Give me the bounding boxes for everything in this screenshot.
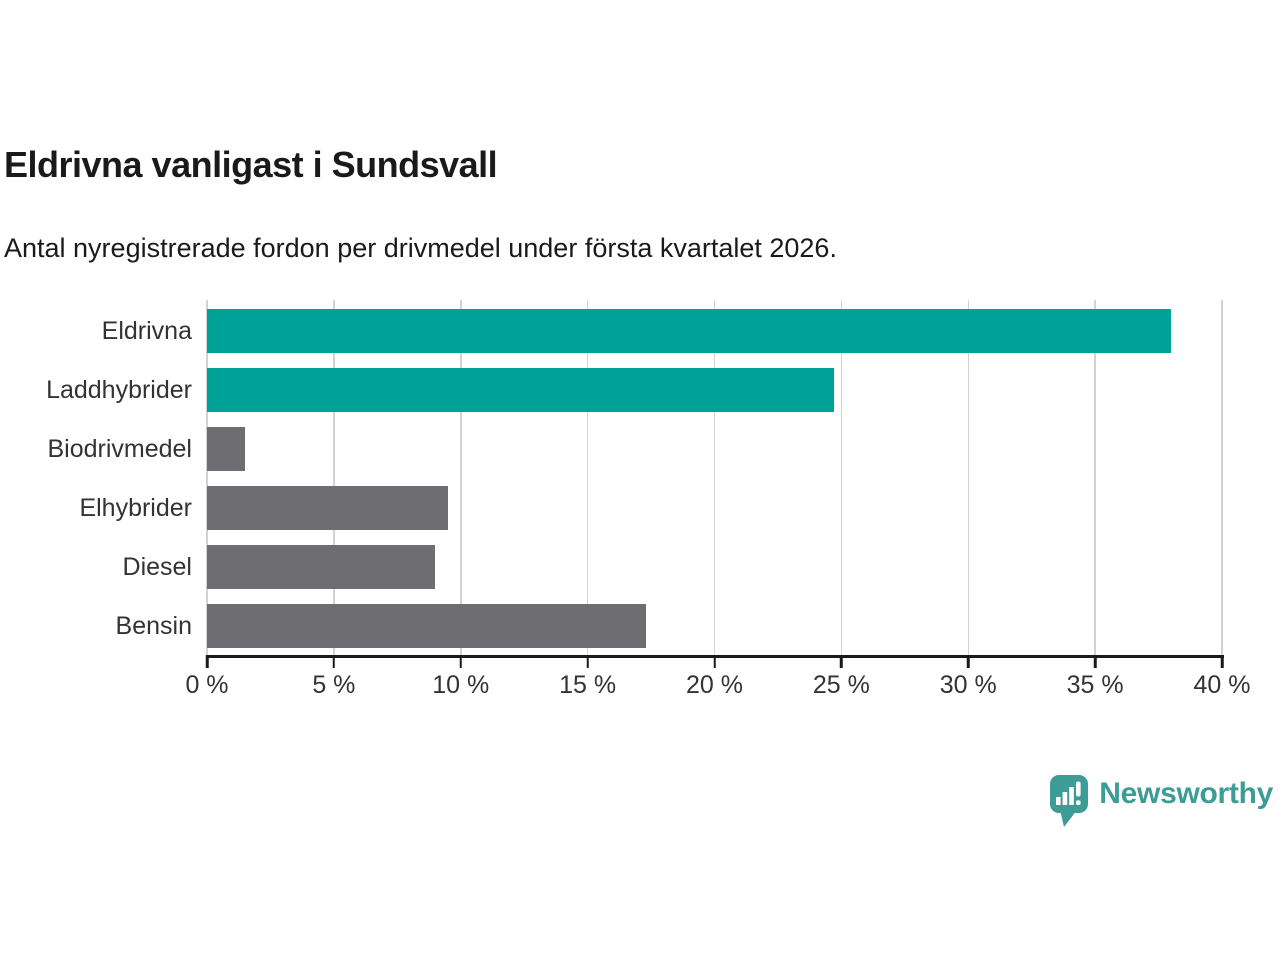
x-axis-tick xyxy=(713,655,716,668)
gridline xyxy=(460,300,462,655)
y-axis-label: Laddhybrider xyxy=(46,375,192,404)
x-axis-tick-label: 5 % xyxy=(312,671,356,699)
gridline xyxy=(1094,300,1096,655)
newsworthy-wordmark: Newsworthy xyxy=(1099,777,1273,810)
x-axis-tick xyxy=(967,655,970,668)
gridline xyxy=(840,300,843,655)
y-axis-label: Biodrivmedel xyxy=(47,434,192,463)
bar-diesel xyxy=(207,544,436,589)
x-axis-tick-label: 15 % xyxy=(559,671,617,699)
x-axis-tick xyxy=(586,655,589,668)
x-axis-tick xyxy=(332,655,336,668)
y-axis-label: Diesel xyxy=(122,552,192,581)
gridline xyxy=(206,300,208,655)
y-axis-label: Eldrivna xyxy=(101,317,192,345)
gridline xyxy=(713,300,716,655)
x-axis-tick-label: 10 % xyxy=(432,671,490,699)
gridline xyxy=(967,300,969,655)
newsworthy-logo: Newsworthy xyxy=(1050,775,1273,827)
gridline xyxy=(586,300,589,655)
bar-laddhybrider xyxy=(207,367,834,412)
bar-eldrivna xyxy=(207,309,1172,353)
x-axis-tick-label: 40 % xyxy=(1193,671,1251,699)
x-axis-tick xyxy=(840,655,843,668)
x-axis-tick-label: 20 % xyxy=(686,671,743,699)
bar-elhybrider xyxy=(207,485,449,530)
newsworthy-icon xyxy=(1050,775,1089,827)
x-axis-tick xyxy=(1093,655,1097,668)
chart-subtitle: Antal nyregistrerade fordon per drivmede… xyxy=(4,233,837,263)
bar-biodrivmedel xyxy=(207,426,246,471)
gridline xyxy=(1221,300,1223,655)
x-axis-tick-label: 30 % xyxy=(939,671,997,699)
x-axis-tick xyxy=(1220,655,1224,668)
x-axis-tick xyxy=(205,655,209,668)
x-axis-tick-label: 35 % xyxy=(1066,671,1124,699)
x-axis-tick-label: 25 % xyxy=(812,671,870,699)
chart-title: Eldrivna vanligast i Sundsvall xyxy=(4,144,498,185)
y-axis-label: Elhybrider xyxy=(79,493,192,522)
x-axis-tick xyxy=(459,655,462,668)
gridline xyxy=(333,300,335,655)
x-axis-tick-label: 0 % xyxy=(185,671,229,699)
plot-area xyxy=(206,300,1223,655)
bar-bensin xyxy=(207,603,646,648)
y-axis-label: Bensin xyxy=(115,611,192,640)
